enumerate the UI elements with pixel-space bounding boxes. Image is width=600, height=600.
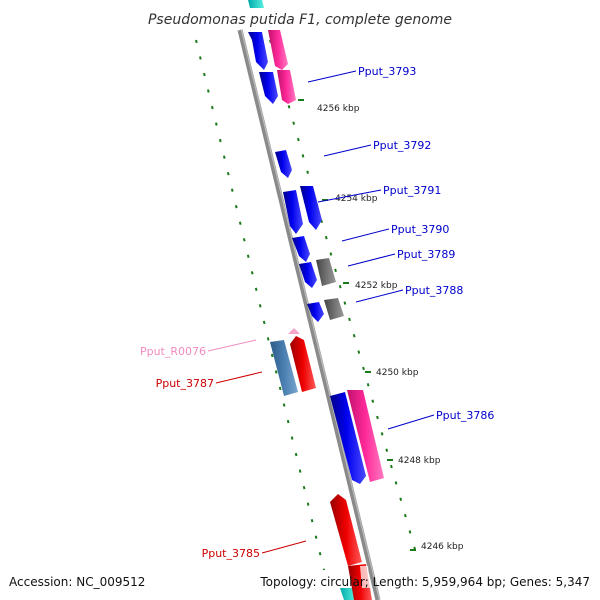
leader-line (323, 144, 372, 157)
tick-label: 4254 kbp (335, 194, 378, 204)
feature-Pput_3793-lower[interactable] (259, 72, 278, 104)
label-Pput_3793[interactable]: Pput_3793 (358, 65, 416, 78)
backbone-highlight (240, 29, 381, 600)
leader-line (347, 253, 396, 267)
tick-label: 4248 kbp (398, 456, 441, 466)
feature-Pput_3787[interactable] (290, 336, 316, 392)
topology-text: Topology: circular; Length: 5,959,964 bp… (259, 575, 590, 589)
leader-line (355, 289, 404, 303)
leader-line (317, 189, 382, 203)
feature-Pput_3791-pair[interactable] (300, 186, 322, 230)
leader-line (341, 228, 390, 242)
feature-Pput_3793-pair[interactable] (268, 30, 288, 70)
tick-label: 4256 kbp (317, 104, 360, 114)
feature-Pput_3792[interactable] (275, 150, 292, 178)
feature-Pput_3790[interactable] (292, 236, 310, 262)
leader-line (387, 414, 435, 430)
label-Pput_3786[interactable]: Pput_3786 (436, 409, 494, 422)
feature-Pput_3793[interactable] (248, 32, 268, 70)
tick-label: 4246 kbp (421, 542, 464, 552)
inner-dotted-ring (195, 39, 325, 571)
map-title: Pseudomonas putida F1, complete genome (148, 12, 452, 28)
label-Pput_R0076[interactable]: Pput_R0076 (140, 345, 206, 358)
accession-text: Accession: NC_009512 (9, 575, 145, 589)
label-Pput_3789[interactable]: Pput_3789 (397, 248, 455, 261)
feature-bottom-white (360, 566, 370, 588)
label-Pput_3791[interactable]: Pput_3791 (383, 184, 441, 197)
leader-line (261, 540, 307, 554)
outer-dotted-ring (269, 39, 419, 561)
feature-Pput_3787-pair[interactable] (270, 340, 298, 396)
leader-line (207, 339, 257, 352)
feature-Pput_3786[interactable] (330, 392, 366, 484)
feature-top-cyan (248, 0, 264, 8)
leader-line (307, 70, 357, 83)
tick-label: 4252 kbp (355, 281, 398, 291)
label-Pput_3787[interactable]: Pput_3787 (156, 377, 214, 390)
leader-line (215, 371, 263, 384)
feature-Pput_3785[interactable] (330, 494, 362, 566)
label-Pput_3788[interactable]: Pput_3788 (405, 284, 463, 297)
gene-labels: Pput_3793 Pput_3792 Pput_3791 Pput_3790 … (140, 65, 494, 560)
feature-Pput_3788[interactable] (307, 302, 324, 322)
gene-features (248, 30, 384, 600)
label-Pput_3785[interactable]: Pput_3785 (202, 547, 260, 560)
feature-Pput_3786-pair[interactable] (347, 390, 384, 482)
label-Pput_3792[interactable]: Pput_3792 (373, 139, 431, 152)
feature-Pput_3788-pair[interactable] (324, 298, 344, 320)
feature-Pput_3791[interactable] (283, 190, 303, 234)
feature-bottom-cyan (340, 588, 356, 600)
genome-backbone (237, 29, 381, 600)
feature-Pput_3793-pair-lower[interactable] (277, 70, 296, 104)
scale-ticks: 4256 kbp 4254 kbp 4252 kbp 4250 kbp 4248… (298, 99, 464, 552)
feature-Pput_3789-pair[interactable] (316, 258, 336, 286)
feature-Pput_R0076[interactable] (288, 328, 300, 334)
feature-Pput_3789[interactable] (299, 262, 317, 288)
label-Pput_3790[interactable]: Pput_3790 (391, 223, 449, 236)
tick-label: 4250 kbp (376, 368, 419, 378)
